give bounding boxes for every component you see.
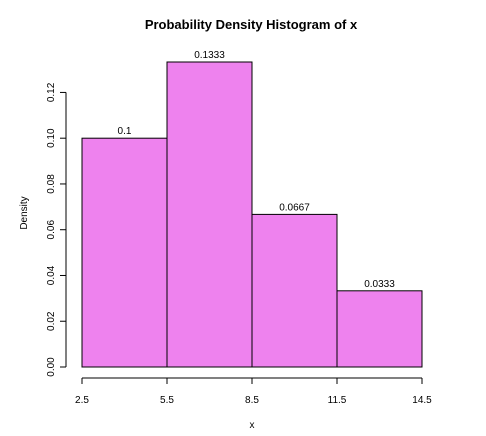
y-tick-label: 0.00: [46, 357, 57, 377]
histogram-bar: [166, 61, 253, 368]
bars-group: [81, 61, 423, 368]
y-axis-label: Density: [19, 196, 30, 229]
x-tick-label: 5.5: [160, 395, 174, 406]
y-axis: 0.00 0.02 0.04 0.06 0.08 0.10 0.12: [46, 82, 67, 377]
y-tick-label: 0.04: [46, 265, 57, 285]
x-axis-label: x: [250, 420, 255, 431]
bar-labels-group: 0.1 0.1333 0.0667 0.0333: [118, 50, 396, 290]
y-tick-label: 0.12: [46, 82, 57, 102]
x-tick-label: 2.5: [75, 395, 89, 406]
histogram-bar: [81, 137, 168, 368]
y-tick-label: 0.08: [46, 174, 57, 194]
y-tick-label: 0.06: [46, 220, 57, 240]
x-tick-label: 11.5: [328, 395, 347, 406]
bar-value-label: 0.1333: [194, 50, 225, 61]
bar-value-label: 0.0333: [364, 279, 395, 290]
bar-value-label: 0.1: [118, 126, 132, 137]
y-tick-label: 0.10: [46, 128, 57, 148]
bar-value-label: 0.0667: [279, 202, 310, 213]
histogram-bar: [251, 213, 338, 368]
x-tick-label: 8.5: [245, 395, 259, 406]
chart-title: Probability Density Histogram of x: [145, 17, 358, 32]
y-tick-label: 0.02: [46, 311, 57, 331]
histogram-bar: [336, 290, 423, 368]
x-tick-label: 14.5: [412, 395, 432, 406]
x-axis: 2.5 5.5 8.5 11.5 14.5: [75, 377, 432, 406]
